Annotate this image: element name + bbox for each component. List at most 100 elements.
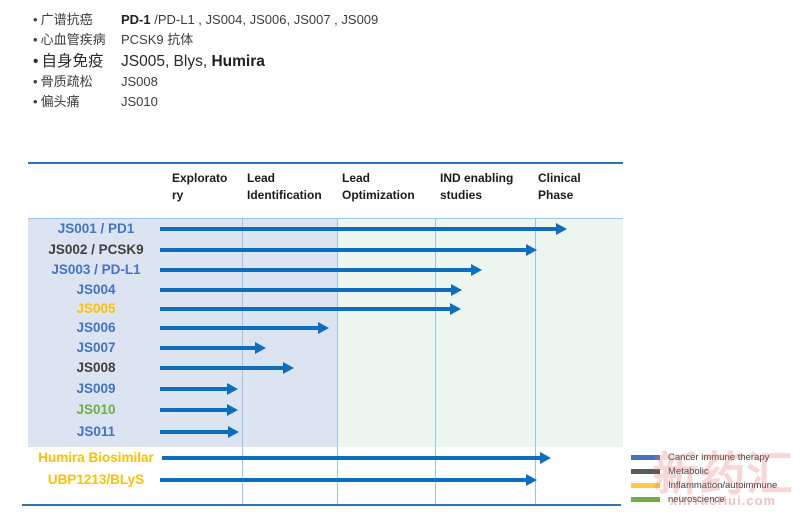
- arrow-head-icon: [526, 474, 537, 486]
- progress-arrow: [160, 404, 238, 416]
- row-label: JS008: [76, 360, 116, 375]
- progress-arrow: [162, 452, 551, 464]
- summary-values: PD-1 /PD-L1 , JS004, JS006, JS007 , JS00…: [121, 12, 378, 27]
- summary-term: 广谱抗癌: [33, 9, 121, 28]
- summary-term: 心血管疾病: [33, 29, 121, 48]
- legend-label: Cancer immune therapy: [668, 451, 770, 463]
- row-label: UBP1213/BLyS: [47, 472, 145, 487]
- arrow-head-icon: [227, 383, 238, 395]
- column-header: Lead Identification: [247, 171, 322, 203]
- progress-arrow: [160, 426, 239, 438]
- phase-gridline: [535, 218, 536, 504]
- arrow-shaft: [160, 288, 451, 292]
- arrow-head-icon: [451, 284, 462, 296]
- arrow-shaft: [160, 227, 556, 231]
- legend-swatch: [631, 454, 660, 460]
- arrow-head-icon: [255, 342, 266, 354]
- row-label: JS010: [76, 402, 116, 417]
- summary-values: JS005, Blys, Humira: [121, 53, 265, 71]
- column-header: Explorato ry: [172, 171, 228, 203]
- column-header: Lead Optimization: [342, 171, 415, 203]
- legend-label: neuroscience: [668, 493, 725, 505]
- phase-gridline: [337, 218, 338, 504]
- column-header: Clinical Phase: [538, 171, 581, 203]
- summary-value-part: Humira: [211, 53, 265, 70]
- summary-value-part: JS010: [121, 94, 158, 109]
- progress-arrow: [160, 362, 294, 374]
- arrow-shaft: [160, 307, 450, 311]
- development-shaded-region: [337, 218, 623, 447]
- arrow-head-icon: [526, 244, 537, 256]
- arrow-shaft: [160, 408, 227, 412]
- row-label: JS011: [76, 424, 116, 439]
- pipeline-chart: Explorato ry Lead Identification Lead Optimiz…: [22, 160, 628, 520]
- progress-arrow: [160, 322, 329, 334]
- arrow-shaft: [160, 387, 227, 391]
- arrow-head-icon: [227, 404, 238, 416]
- summary-values: PCSK9 抗体: [121, 29, 193, 48]
- arrow-head-icon: [228, 426, 239, 438]
- progress-arrow: [160, 264, 482, 276]
- arrow-shaft: [160, 478, 526, 482]
- progress-arrow: [160, 383, 238, 395]
- arrow-shaft: [162, 456, 540, 460]
- legend-label: Metabolic: [668, 465, 709, 477]
- summary-value-part: JS008: [121, 74, 158, 89]
- summary-value-part: PCSK9 抗体: [121, 32, 194, 47]
- progress-arrow: [160, 303, 461, 315]
- row-label: JS006: [76, 320, 116, 335]
- row-label: JS009: [76, 381, 116, 396]
- progress-arrow: [160, 284, 462, 296]
- progress-arrow: [160, 342, 266, 354]
- summary-values: JS010: [121, 94, 158, 109]
- row-label: JS003 / PD-L1: [51, 262, 141, 277]
- phase-gridline: [242, 218, 243, 504]
- legend-swatch: [631, 496, 660, 502]
- summary-term: 自身免疫: [33, 49, 121, 71]
- row-label: JS005: [76, 301, 116, 316]
- arrow-shaft: [160, 430, 228, 434]
- arrow-shaft: [160, 346, 255, 350]
- chart-bottom-border: [22, 504, 621, 506]
- arrow-head-icon: [556, 223, 567, 235]
- legend-item: Cancer immune therapy: [631, 450, 777, 464]
- summary-value-part: JS005, Blys,: [121, 53, 212, 70]
- chart-top-border: [28, 162, 623, 164]
- arrow-shaft: [160, 366, 283, 370]
- legend-swatch: [631, 468, 660, 474]
- row-label: Humira Biosimilar: [38, 450, 154, 465]
- summary-value-part: PD-1: [121, 12, 151, 27]
- summary-values: JS008: [121, 74, 158, 89]
- legend-item: Metabolic: [631, 464, 777, 478]
- progress-arrow: [160, 223, 567, 235]
- progress-arrow: [160, 244, 537, 256]
- arrow-shaft: [160, 268, 471, 272]
- row-label: JS004: [76, 282, 116, 297]
- arrow-shaft: [160, 248, 526, 252]
- arrow-head-icon: [450, 303, 461, 315]
- summary-term: 偏头痛: [33, 91, 121, 110]
- summary-term: 骨质疏松: [33, 71, 121, 90]
- row-label: JS001 / PD1: [57, 221, 135, 236]
- legend-item: Inflammation/autoimmune: [631, 478, 777, 492]
- legend-label: Inflammation/autoimmune: [668, 479, 778, 491]
- legend-swatch: [631, 482, 660, 488]
- legend-item: neuroscience: [631, 492, 777, 506]
- phase-gridline: [435, 218, 436, 504]
- summary-value-part: /PD-L1 , JS004, JS006, JS007 , JS009: [150, 12, 379, 27]
- arrow-head-icon: [283, 362, 294, 374]
- arrow-head-icon: [318, 322, 329, 334]
- arrow-head-icon: [540, 452, 551, 464]
- arrow-shaft: [160, 326, 318, 330]
- arrow-head-icon: [471, 264, 482, 276]
- category-legend: Cancer immune therapy Metabolic Inflammati…: [631, 450, 777, 506]
- row-label: JS002 / PCSK9: [48, 242, 144, 257]
- row-label: JS007: [76, 340, 116, 355]
- progress-arrow: [160, 474, 537, 486]
- column-header: IND enabling studies: [440, 171, 514, 203]
